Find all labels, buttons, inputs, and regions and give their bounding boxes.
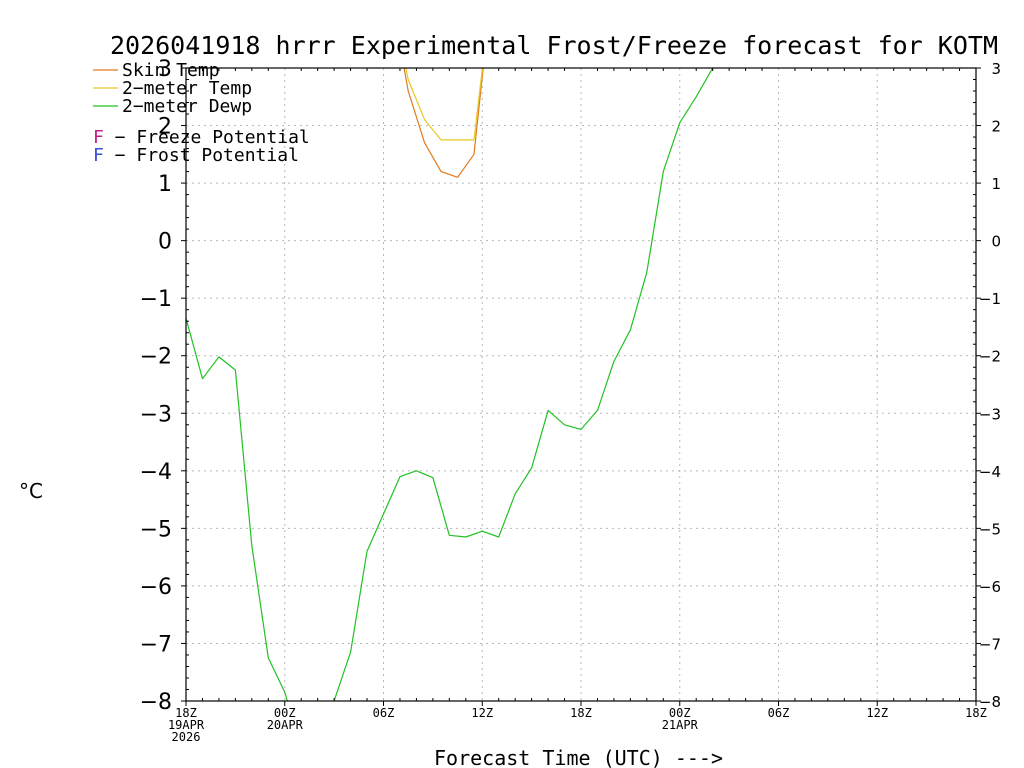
chart-title: 2026041918 hrrr Experimental Frost/Freez… <box>110 31 998 60</box>
y-tick-label-left: −8 <box>140 690 172 715</box>
legend-potential-letter: F <box>93 127 104 148</box>
y-tick-label-right: −3 <box>979 405 1001 423</box>
legend-label: 2−meter Dewp <box>122 96 252 117</box>
y-tick-label-left: −7 <box>140 632 172 657</box>
series-layer <box>186 68 714 701</box>
legend-potential-letter: F <box>93 145 104 166</box>
x-tick-label: 21APR <box>662 718 699 732</box>
series-line-skin-temp <box>403 68 484 178</box>
legend-potential-text: − Freeze Potential <box>104 127 310 148</box>
y-tick-label-right: −4 <box>979 463 1001 481</box>
y-tick-label-right: −5 <box>979 520 1001 538</box>
y-tick-label-right: −6 <box>979 578 1001 596</box>
x-tick-label: 18Z <box>175 706 197 720</box>
x-tick-label: 00Z <box>274 706 296 720</box>
y-tick-label-right: −2 <box>979 348 1001 366</box>
y-tick-label-left: 0 <box>158 230 172 255</box>
y-tick-label-right: −7 <box>979 635 1001 653</box>
y-axis-label: °C <box>19 479 43 503</box>
x-tick-label: 19APR <box>168 718 205 732</box>
y-tick-label-right: 1 <box>991 175 1001 193</box>
legend-label: 2−meter Temp <box>122 78 252 99</box>
series-line-2-meter-temp <box>405 68 484 141</box>
x-tick-label: 00Z <box>669 706 691 720</box>
x-axis-label: Forecast Time (UTC) ---> <box>434 746 723 768</box>
y-tick-label-left: −5 <box>140 517 172 542</box>
x-tick-label: 2026 <box>172 730 201 744</box>
x-tick-label: 18Z <box>965 706 987 720</box>
legend-potential-entry: F − Frost Potential <box>93 145 299 166</box>
y-tick-label-right: −8 <box>979 693 1001 711</box>
plot-frame <box>185 67 977 702</box>
legend-potential-entry: F − Freeze Potential <box>93 127 310 148</box>
x-tick-label: 12Z <box>471 706 493 720</box>
y-tick-label-left: 3 <box>158 57 172 82</box>
y-tick-label-left: −2 <box>140 345 172 370</box>
legend-potential-text: − Frost Potential <box>104 145 299 166</box>
y-tick-label-left: −3 <box>140 402 172 427</box>
axis-layer: −8 −8 −7 −7 −6 −6 −5 −5 −4 −4 −3 −3 −2 −2 −1 −1 0 0 1 1 2 2 3 3… <box>140 57 1001 744</box>
y-tick-label-left: −6 <box>140 575 172 600</box>
x-tick-label: 20APR <box>267 718 304 732</box>
x-tick-label: 12Z <box>866 706 888 720</box>
y-tick-label-right: 2 <box>991 118 1001 136</box>
y-tick-label-right: 0 <box>991 233 1001 251</box>
x-tick-label: 06Z <box>373 706 395 720</box>
y-tick-label-left: 2 <box>158 115 172 140</box>
y-tick-label-right: −1 <box>979 290 1001 308</box>
y-tick-label-left: 1 <box>158 172 172 197</box>
x-tick-label: 18Z <box>570 706 592 720</box>
x-tick-label: 06Z <box>768 706 790 720</box>
y-tick-label-left: −4 <box>140 460 172 485</box>
y-tick-label-right: 3 <box>991 60 1001 78</box>
y-tick-label-left: −1 <box>140 287 172 312</box>
legend-label: Skin Temp <box>122 60 220 81</box>
series-line-2-meter-dewp <box>186 68 714 701</box>
grid-layer <box>186 68 976 701</box>
